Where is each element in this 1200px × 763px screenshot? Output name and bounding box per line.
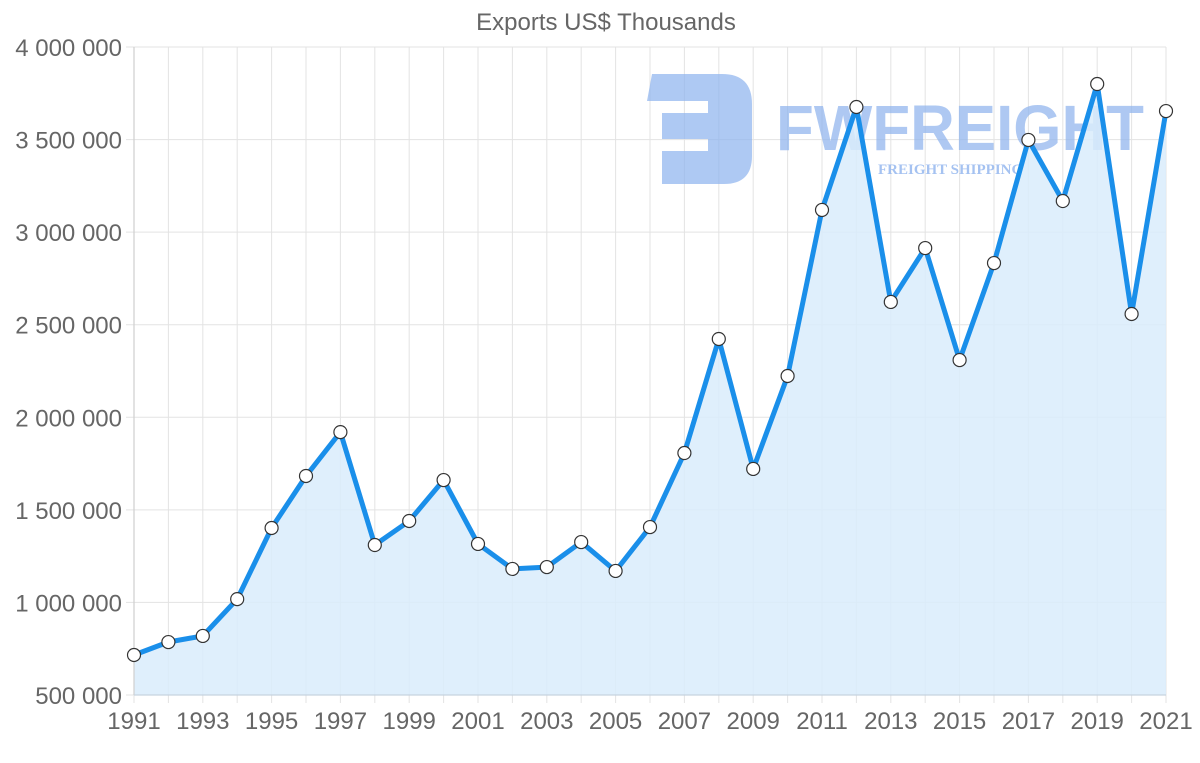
data-point[interactable] bbox=[780, 368, 795, 384]
fwfreight-logo-icon bbox=[647, 74, 752, 184]
x-tick-label: 1995 bbox=[245, 708, 298, 735]
x-tick-label: 2019 bbox=[1071, 708, 1124, 735]
data-point[interactable] bbox=[402, 513, 417, 529]
x-tick-label: 1997 bbox=[314, 708, 367, 735]
x-tick-label: 2007 bbox=[658, 708, 711, 735]
data-point[interactable] bbox=[367, 537, 382, 553]
x-axis-ticks: 1991 1993 1995 1997 1999 2001 2003 2005 2007 2009… bbox=[107, 708, 1192, 735]
data-points bbox=[126, 76, 1174, 663]
y-tick-label: 1 500 000 bbox=[15, 498, 122, 525]
x-tick-label: 2013 bbox=[864, 708, 917, 735]
data-point[interactable] bbox=[1158, 103, 1174, 119]
x-tick-label: 1999 bbox=[383, 708, 436, 735]
data-point[interactable] bbox=[918, 240, 933, 256]
data-point[interactable] bbox=[161, 634, 176, 650]
data-point[interactable] bbox=[1021, 132, 1036, 148]
watermark-tagline: FREIGHT SHIPPING bbox=[878, 162, 1023, 178]
area-fill bbox=[134, 84, 1166, 695]
watermark: FWFREIGHT FREIGHT SHIPPING bbox=[647, 74, 1144, 184]
data-point[interactable] bbox=[1055, 193, 1070, 209]
y-tick-label: 2 500 000 bbox=[15, 313, 122, 340]
data-point[interactable] bbox=[333, 424, 348, 440]
data-point[interactable] bbox=[711, 331, 726, 347]
y-tick-label: 1 000 000 bbox=[15, 590, 122, 617]
y-axis-ticks: 4 000 000 3 500 000 3 000 000 2 500 000 2 00… bbox=[15, 35, 122, 710]
data-point[interactable] bbox=[608, 563, 623, 579]
data-point[interactable] bbox=[1090, 76, 1105, 92]
data-point[interactable] bbox=[883, 294, 898, 310]
x-tick-label: 1991 bbox=[107, 708, 160, 735]
data-point[interactable] bbox=[986, 255, 1002, 271]
x-tick-label: 2003 bbox=[520, 708, 573, 735]
y-tick-label: 2 000 000 bbox=[15, 405, 122, 432]
data-point[interactable] bbox=[470, 536, 486, 552]
data-point[interactable] bbox=[814, 202, 830, 218]
data-point[interactable] bbox=[505, 561, 520, 577]
y-tick-label: 3 000 000 bbox=[15, 220, 122, 247]
x-tick-label: 2005 bbox=[589, 708, 642, 735]
data-point[interactable] bbox=[436, 472, 451, 488]
data-point[interactable] bbox=[574, 534, 589, 550]
data-point[interactable] bbox=[1124, 306, 1139, 322]
x-tick-label: 2021 bbox=[1139, 708, 1192, 735]
data-point[interactable] bbox=[126, 647, 142, 663]
data-point[interactable] bbox=[230, 591, 245, 607]
data-point[interactable] bbox=[195, 628, 210, 644]
chart-title: Exports US$ Thousands bbox=[476, 9, 736, 36]
y-tick-label: 3 500 000 bbox=[15, 128, 122, 155]
data-point[interactable] bbox=[849, 99, 864, 115]
y-tick-label: 500 000 bbox=[35, 683, 122, 710]
data-point[interactable] bbox=[539, 559, 554, 575]
x-tick-label: 1993 bbox=[176, 708, 229, 735]
data-point[interactable] bbox=[298, 468, 314, 484]
data-point[interactable] bbox=[677, 445, 692, 461]
data-point[interactable] bbox=[264, 520, 279, 536]
x-tick-label: 2017 bbox=[1002, 708, 1055, 735]
x-tick-label: 2001 bbox=[451, 708, 504, 735]
data-point[interactable] bbox=[746, 461, 761, 477]
x-tick-label: 2009 bbox=[727, 708, 780, 735]
x-tick-label: 2015 bbox=[933, 708, 986, 735]
data-point[interactable] bbox=[642, 519, 658, 535]
data-point[interactable] bbox=[952, 352, 967, 368]
axes bbox=[133, 47, 1166, 696]
x-tick-label: 2011 bbox=[796, 708, 848, 735]
y-tick-label: 4 000 000 bbox=[15, 35, 122, 62]
